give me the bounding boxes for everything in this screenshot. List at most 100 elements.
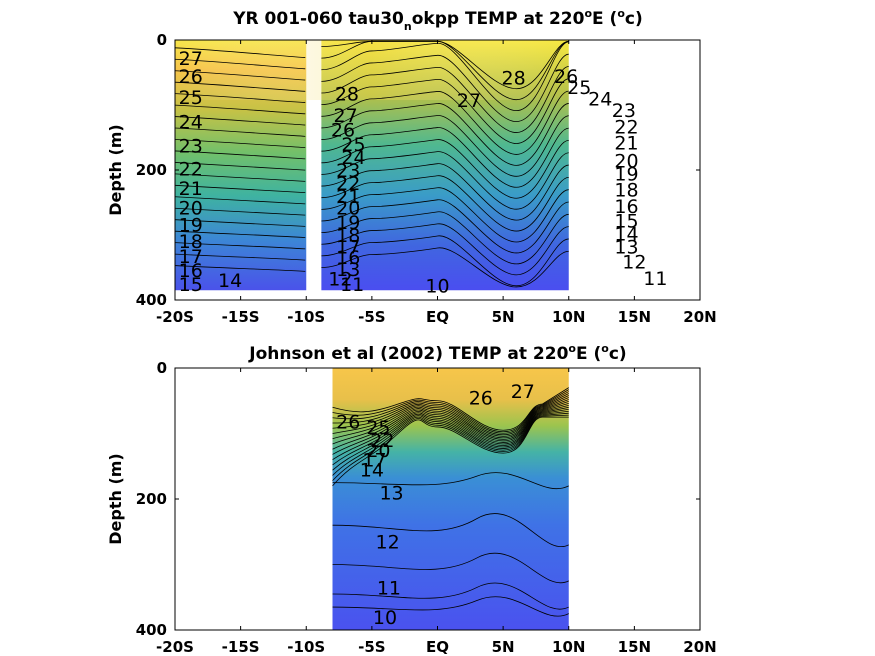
field-warm-overlay [175, 40, 569, 100]
isotherm-main [321, 115, 569, 177]
x-tick-label: -10S [287, 308, 325, 326]
isotherm-deep [332, 472, 569, 490]
contour-label: 25 [179, 87, 203, 109]
contour-label: 20 [336, 198, 360, 220]
isotherm-south [174, 162, 306, 171]
contour-label: 19 [614, 163, 638, 185]
x-tick-label: EQ [426, 308, 449, 326]
contour-label: 20 [614, 150, 638, 172]
field-observed-block [332, 368, 569, 630]
panel-bottom: Johnson et al (2002) TEMP at 220oE (oc) … [106, 342, 717, 656]
isotherm-deep [332, 513, 569, 548]
contour-label: 28 [502, 68, 526, 90]
panel-top-y-axis: 0 200 400 [136, 31, 700, 309]
contour-label: 12 [622, 252, 646, 274]
contour-label: 25 [341, 134, 365, 156]
isotherm-south [174, 230, 306, 239]
panel-top-y-label: Depth (m) [106, 124, 125, 216]
y-tick-label: 200 [136, 490, 167, 508]
contour-label: 19 [336, 212, 360, 234]
contour-label: 26 [469, 387, 493, 409]
isotherm-south [174, 253, 306, 261]
isotherm-main [321, 66, 569, 133]
contour-label: 16 [336, 247, 360, 269]
x-tick-label: -5S [358, 308, 385, 326]
isotherm-south [174, 116, 306, 126]
x-tick-label: 20N [683, 638, 716, 656]
isotherm-main [321, 41, 569, 112]
isotherm-main [321, 127, 569, 188]
y-tick-label: 0 [157, 31, 167, 49]
contour-label: 18 [614, 180, 638, 202]
isotherm-observed [332, 416, 569, 487]
contour-label: 17 [362, 450, 386, 472]
panel-top-x-axis: -20S -15S -10S -5S EQ 5N 10N 15N 20N [156, 40, 717, 326]
isotherm-observed [332, 393, 569, 436]
contour-label: 28 [335, 83, 359, 105]
contour-label: 24 [179, 111, 203, 133]
contour-label: 27 [457, 90, 481, 112]
contour-label: 11 [643, 268, 667, 290]
isotherm-main [321, 247, 569, 288]
contour-label: 26 [554, 66, 578, 88]
contour-label: 13 [336, 259, 360, 281]
contour-label: 21 [336, 186, 360, 208]
isotherm-south [174, 81, 306, 92]
panel-bottom-field [332, 368, 569, 630]
contour-label: 20 [366, 440, 390, 462]
x-tick-label: 5N [492, 308, 515, 326]
isotherm-observed [332, 389, 569, 433]
panel-bottom-contours [332, 387, 569, 617]
panel-bottom-y-label: Depth (m) [106, 453, 125, 545]
isotherm-south [174, 93, 306, 103]
isotherm-south [174, 265, 306, 272]
x-tick-label: -15S [222, 308, 260, 326]
panel-bottom-title: Johnson et al (2002) TEMP at 220oE (oc) [248, 342, 626, 364]
isotherm-main [321, 151, 569, 210]
isotherm-main [321, 78, 569, 144]
contour-label: 26 [336, 412, 360, 434]
y-tick-label: 400 [136, 291, 167, 309]
panel-top-title: YR 001-060 tau30nokpp TEMP at 220oE (oc) [232, 7, 643, 33]
isotherm-observed [332, 404, 569, 455]
isotherm-south [174, 207, 306, 216]
isotherm-observed [332, 397, 569, 439]
contour-label: 14 [614, 224, 638, 246]
isotherm-main [321, 187, 569, 243]
isotherm-observed [332, 406, 569, 461]
contour-label: 27 [179, 48, 203, 70]
x-tick-label: -20S [156, 308, 194, 326]
isotherm-deep [332, 596, 569, 617]
isotherm-south [174, 219, 306, 227]
isotherm-main [321, 163, 569, 221]
contour-label: 19 [179, 215, 203, 237]
isotherm-main [321, 90, 569, 155]
contour-label: 23 [612, 100, 636, 122]
isotherm-south [174, 242, 306, 250]
contour-label: 12 [328, 269, 352, 291]
isotherm-south [174, 150, 306, 160]
contour-label: 14 [360, 460, 384, 482]
contour-label: 22 [614, 116, 638, 138]
isotherm-south [174, 184, 306, 194]
contour-label: 10 [373, 607, 397, 629]
panel-bottom-x-axis: -20S -15S -10S -5S EQ 5N 10N 15N 20N [156, 368, 717, 656]
isotherm-main [321, 175, 569, 232]
isotherm-main [321, 40, 569, 101]
isotherm-main [321, 211, 569, 265]
contour-label: 21 [179, 178, 203, 200]
x-tick-label: -5S [358, 638, 385, 656]
contour-label: 24 [588, 89, 612, 111]
panel-top: YR 001-060 tau30nokpp TEMP at 220oE (oc)… [106, 7, 717, 326]
contour-label: 23 [336, 160, 360, 182]
contour-label: 26 [179, 66, 203, 88]
y-tick-label: 200 [136, 161, 167, 179]
x-tick-label: 10N [552, 638, 585, 656]
contour-label: 15 [614, 211, 638, 233]
contour-label: 16 [179, 260, 203, 282]
isotherm-south [174, 127, 306, 137]
isotherm-observed [332, 402, 569, 450]
